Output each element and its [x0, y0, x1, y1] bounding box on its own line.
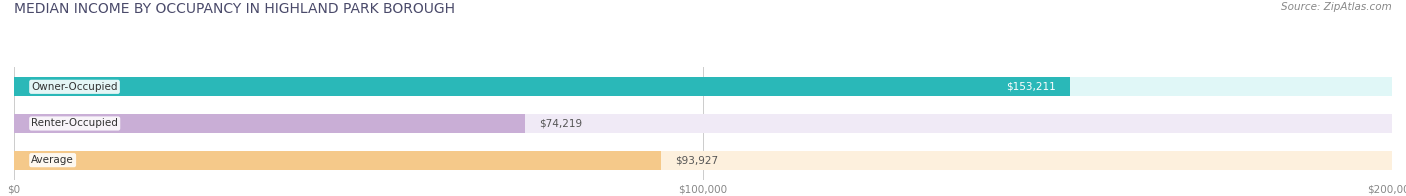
Bar: [14, 77, 1392, 96]
Text: Renter-Occupied: Renter-Occupied: [31, 118, 118, 129]
Text: $153,211: $153,211: [1007, 82, 1056, 92]
Text: $74,219: $74,219: [538, 118, 582, 129]
Bar: [14, 114, 1392, 133]
Bar: [14, 77, 1070, 96]
Text: MEDIAN INCOME BY OCCUPANCY IN HIGHLAND PARK BOROUGH: MEDIAN INCOME BY OCCUPANCY IN HIGHLAND P…: [14, 2, 456, 16]
Bar: [14, 151, 661, 170]
Bar: [14, 151, 1392, 170]
Text: Average: Average: [31, 155, 75, 165]
Bar: [14, 114, 526, 133]
Text: Owner-Occupied: Owner-Occupied: [31, 82, 118, 92]
Text: Source: ZipAtlas.com: Source: ZipAtlas.com: [1281, 2, 1392, 12]
Text: $93,927: $93,927: [675, 155, 718, 165]
